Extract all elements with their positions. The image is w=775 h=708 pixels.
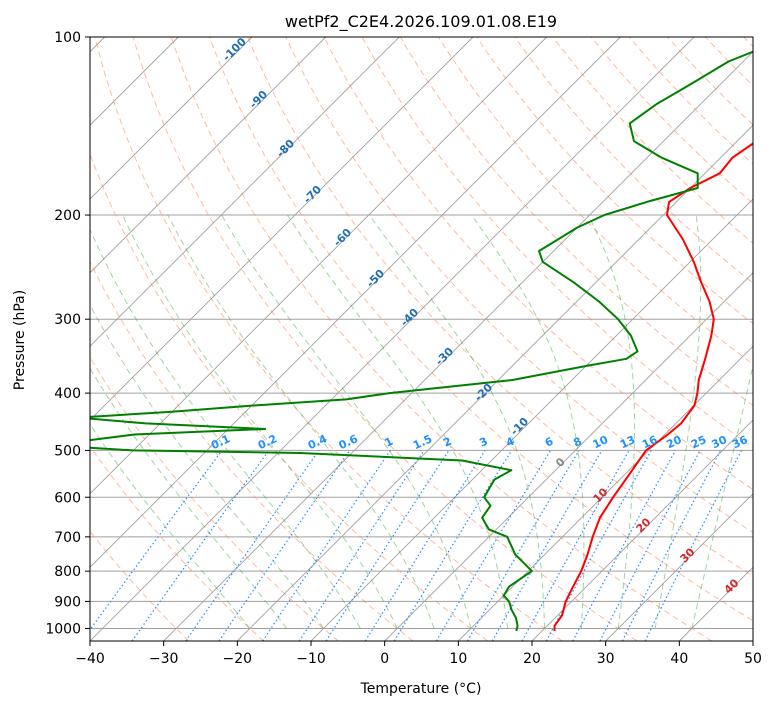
chart-title: wetPf2_C2E4.2026.109.01.08.E19	[285, 12, 557, 32]
y-tick-label: 700	[54, 530, 81, 546]
moist-adiabat-line	[691, 362, 753, 629]
x-tick-label: 20	[523, 651, 541, 667]
mixing-ratio-label: 20	[664, 433, 684, 451]
isotherm-line	[90, 37, 621, 568]
x-tick-label: −20	[223, 651, 253, 667]
isotherm-line	[90, 37, 253, 200]
mixing-ratio-line	[364, 450, 486, 641]
plot-background	[90, 37, 753, 641]
temperature-profile-line	[553, 142, 753, 631]
dry-adiabat-line	[590, 37, 753, 205]
dry-adiabat-line	[209, 37, 753, 622]
y-tick-label: 600	[54, 490, 81, 506]
moist-adiabat-line	[287, 214, 509, 629]
y-tick-label: 500	[54, 443, 81, 459]
mixing-ratio-label: 16	[640, 433, 660, 451]
x-tick-label: −10	[296, 651, 326, 667]
isotherm-line	[752, 640, 753, 641]
y-tick-label: 1000	[45, 621, 81, 637]
background-lines	[90, 37, 753, 641]
y-tick-label: 300	[54, 312, 81, 328]
isotherm-line	[605, 493, 753, 641]
mixing-ratio-line	[466, 450, 580, 641]
isotherm-line	[531, 419, 753, 641]
dewpoint-profile-line	[90, 50, 753, 632]
x-tick-label: 30	[597, 651, 615, 667]
mixing-ratio-line	[90, 450, 223, 631]
x-tick-label: 50	[744, 651, 762, 667]
isotherm-line	[457, 345, 753, 641]
mixing-ratio-label: 25	[689, 433, 708, 451]
mixing-ratio-label: 36	[730, 433, 750, 451]
x-tick-label: −30	[149, 651, 179, 667]
mixing-ratio-line	[393, 450, 513, 641]
mixing-ratio-line	[131, 450, 270, 641]
mixing-ratio-line	[435, 450, 552, 641]
moist-adiabat-line	[90, 303, 324, 629]
moist-adiabat-line	[221, 214, 472, 629]
isotherm-line	[384, 272, 753, 641]
mixing-ratio-label: 10	[591, 433, 611, 451]
x-tick-label: −40	[75, 651, 105, 667]
dry-adiabat-line	[247, 37, 753, 577]
moist-adiabat-line	[654, 214, 702, 629]
dry-adiabat-line	[170, 37, 712, 641]
dry-adiabat-line	[90, 260, 414, 641]
x-tick-label: 0	[380, 651, 389, 667]
mixing-ratio-label: 30	[710, 433, 730, 451]
isotherm-line	[90, 37, 327, 274]
dry-adiabat-line	[514, 37, 753, 284]
y-axis-label: Pressure (hPa)	[12, 290, 28, 390]
y-tick-label: 200	[54, 208, 81, 224]
mixing-ratio-line	[218, 450, 351, 641]
isotherm-line	[90, 37, 474, 421]
moist-adiabat-line	[90, 228, 361, 629]
moist-adiabat-line	[167, 214, 435, 629]
dry-adiabat-line	[90, 445, 264, 641]
axes: −40 −30 −20 −10 0 10 20 30 40 50 100 200 300 400 500 60…	[45, 30, 762, 667]
mixing-ratio-label: 13	[618, 433, 637, 451]
isotherm-line	[236, 124, 753, 641]
dry-adiabat-line	[94, 37, 563, 641]
isotherm-line	[90, 37, 695, 641]
dry-adiabat-line	[628, 37, 753, 165]
mixing-ratio-line	[545, 450, 652, 641]
dry-adiabat-line	[132, 37, 638, 641]
moist-adiabat-line	[122, 214, 398, 629]
isotherm-line	[90, 37, 548, 495]
y-tick-label: 800	[54, 564, 81, 580]
plot-frame	[89, 36, 754, 642]
isotherm-line	[163, 51, 753, 641]
mixing-ratio-line	[325, 450, 450, 641]
y-tick-label: 400	[54, 386, 81, 402]
dry-adiabat-line	[361, 37, 753, 448]
dry-adiabat-line	[323, 37, 753, 491]
y-tick-label: 100	[54, 30, 81, 46]
isotherm-line	[90, 37, 400, 347]
x-tick-label: 40	[670, 651, 688, 667]
dry-adiabat-line	[476, 37, 753, 325]
profile-lines	[90, 50, 753, 632]
dry-adiabat-line	[399, 37, 753, 407]
y-tick-label: 900	[54, 594, 81, 610]
mixing-ratio-line	[521, 450, 630, 641]
moist-adiabat-line	[369, 214, 545, 629]
mixing-ratio-line	[491, 450, 603, 641]
x-tick-label: 10	[449, 651, 467, 667]
x-axis-label: Temperature (°C)	[360, 681, 482, 697]
mixing-ratio-line	[572, 450, 677, 641]
